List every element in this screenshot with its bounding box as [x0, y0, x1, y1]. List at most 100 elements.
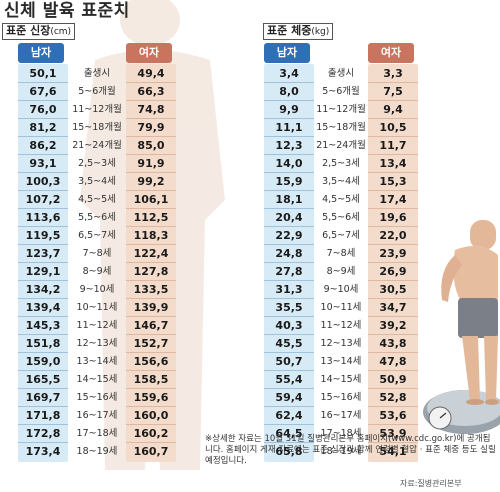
male-value: 159,0 [25, 355, 61, 368]
row-divider [368, 262, 418, 263]
male-value: 62,4 [275, 409, 303, 422]
row-divider [126, 82, 176, 83]
row-divider [18, 388, 68, 389]
female-value: 9,4 [383, 103, 403, 116]
man-on-scale-icon [423, 220, 500, 434]
age-label: 10~11세 [320, 302, 362, 313]
table-row: 31,3 9~10세 30,5 [256, 281, 426, 299]
age-label: 14~15세 [76, 374, 118, 385]
female-value: 112,5 [133, 211, 169, 224]
age-label: 18~19세 [76, 446, 118, 457]
male-value: 172,8 [25, 427, 61, 440]
row-divider [264, 118, 314, 119]
row-divider [18, 352, 68, 353]
row-divider [368, 334, 418, 335]
table-row: 145,3 11~12세 146,7 [10, 317, 180, 335]
row-divider [368, 100, 418, 101]
row-divider [18, 442, 68, 443]
table-row: 81,2 15~18개월 79,9 [10, 119, 180, 137]
row-divider [368, 154, 418, 155]
row-divider [264, 100, 314, 101]
male-value: 59,4 [275, 391, 303, 404]
table-row: 12,3 21~24개월 11,7 [256, 137, 426, 155]
age-label: 10~11세 [76, 302, 118, 313]
row-divider [126, 100, 176, 101]
row-divider [18, 334, 68, 335]
age-label: 11~12개월 [72, 104, 122, 115]
row-divider [368, 388, 418, 389]
female-value: 47,8 [379, 355, 407, 368]
female-value: 39,2 [379, 319, 407, 332]
male-value: 165,5 [25, 373, 61, 386]
row-divider [264, 244, 314, 245]
male-value: 8,0 [279, 85, 299, 98]
age-label: 출생시 [83, 68, 111, 79]
age-label: 2,5~3세 [322, 158, 360, 169]
male-value: 35,5 [275, 301, 303, 314]
male-value: 171,8 [25, 409, 61, 422]
row-divider [126, 424, 176, 425]
male-value: 20,4 [275, 211, 303, 224]
row-divider [368, 370, 418, 371]
age-label: 11~12개월 [316, 104, 366, 115]
male-value: 11,1 [275, 121, 303, 134]
row-divider [126, 190, 176, 191]
row-divider [126, 208, 176, 209]
male-value: 86,2 [29, 139, 57, 152]
row-divider [126, 154, 176, 155]
table-row: 151,8 12~13세 152,7 [10, 335, 180, 353]
weight-label-text: 표준 체중 [267, 24, 312, 37]
table-row: 169,7 15~16세 159,6 [10, 389, 180, 407]
height-section-label: 표준 신장(cm) [2, 23, 76, 40]
male-value: 145,3 [25, 319, 61, 332]
male-value: 123,7 [25, 247, 61, 260]
female-value: 19,6 [379, 211, 407, 224]
male-value: 50,1 [29, 67, 57, 80]
male-value: 93,1 [29, 157, 57, 170]
height-table: 남자 여자 50,1 출생시 49,4 67,6 5~6개월 66,3 76,0 11~12개… [10, 43, 176, 463]
table-row: 119,5 6,5~7세 118,3 [10, 227, 180, 245]
row-divider [264, 298, 314, 299]
male-value: 50,7 [275, 355, 303, 368]
age-label: 5~6개월 [78, 86, 116, 97]
male-value: 107,2 [25, 193, 61, 206]
table-row: 11,1 15~18개월 10,5 [256, 119, 426, 137]
female-value: 66,3 [137, 85, 165, 98]
table-row: 171,8 16~17세 160,0 [10, 407, 180, 425]
male-value: 14,0 [275, 157, 303, 170]
female-value: 158,5 [133, 373, 169, 386]
male-value: 55,4 [275, 373, 303, 386]
table-row: 129,1 8~9세 127,8 [10, 263, 180, 281]
row-divider [368, 424, 418, 425]
row-divider [264, 370, 314, 371]
age-label: 5,5~6세 [78, 212, 116, 223]
row-divider [264, 136, 314, 137]
age-label: 3,5~4세 [78, 176, 116, 187]
row-divider [126, 442, 176, 443]
row-divider [18, 82, 68, 83]
age-label: 15~18개월 [72, 122, 122, 133]
row-divider [264, 190, 314, 191]
age-label: 2,5~3세 [78, 158, 116, 169]
male-value: 113,6 [25, 211, 61, 224]
table-row: 62,4 16~17세 53,6 [256, 407, 426, 425]
age-label: 9~10세 [79, 284, 115, 295]
row-divider [368, 280, 418, 281]
male-value: 65,8 [275, 445, 303, 458]
table-row: 40,3 11~12세 39,2 [256, 317, 426, 335]
age-label: 16~17세 [76, 410, 118, 421]
female-value: 152,7 [133, 337, 169, 350]
row-divider [18, 262, 68, 263]
female-value: 3,3 [383, 67, 403, 80]
male-value: 31,3 [275, 283, 303, 296]
row-divider [264, 280, 314, 281]
height-female-column [126, 64, 176, 462]
table-row: 134,2 9~10세 133,5 [10, 281, 180, 299]
row-divider [368, 208, 418, 209]
female-value: 54,1 [379, 445, 407, 458]
female-value: 106,1 [133, 193, 169, 206]
row-divider [18, 208, 68, 209]
row-divider [264, 406, 314, 407]
male-value: 100,3 [25, 175, 61, 188]
row-divider [368, 316, 418, 317]
